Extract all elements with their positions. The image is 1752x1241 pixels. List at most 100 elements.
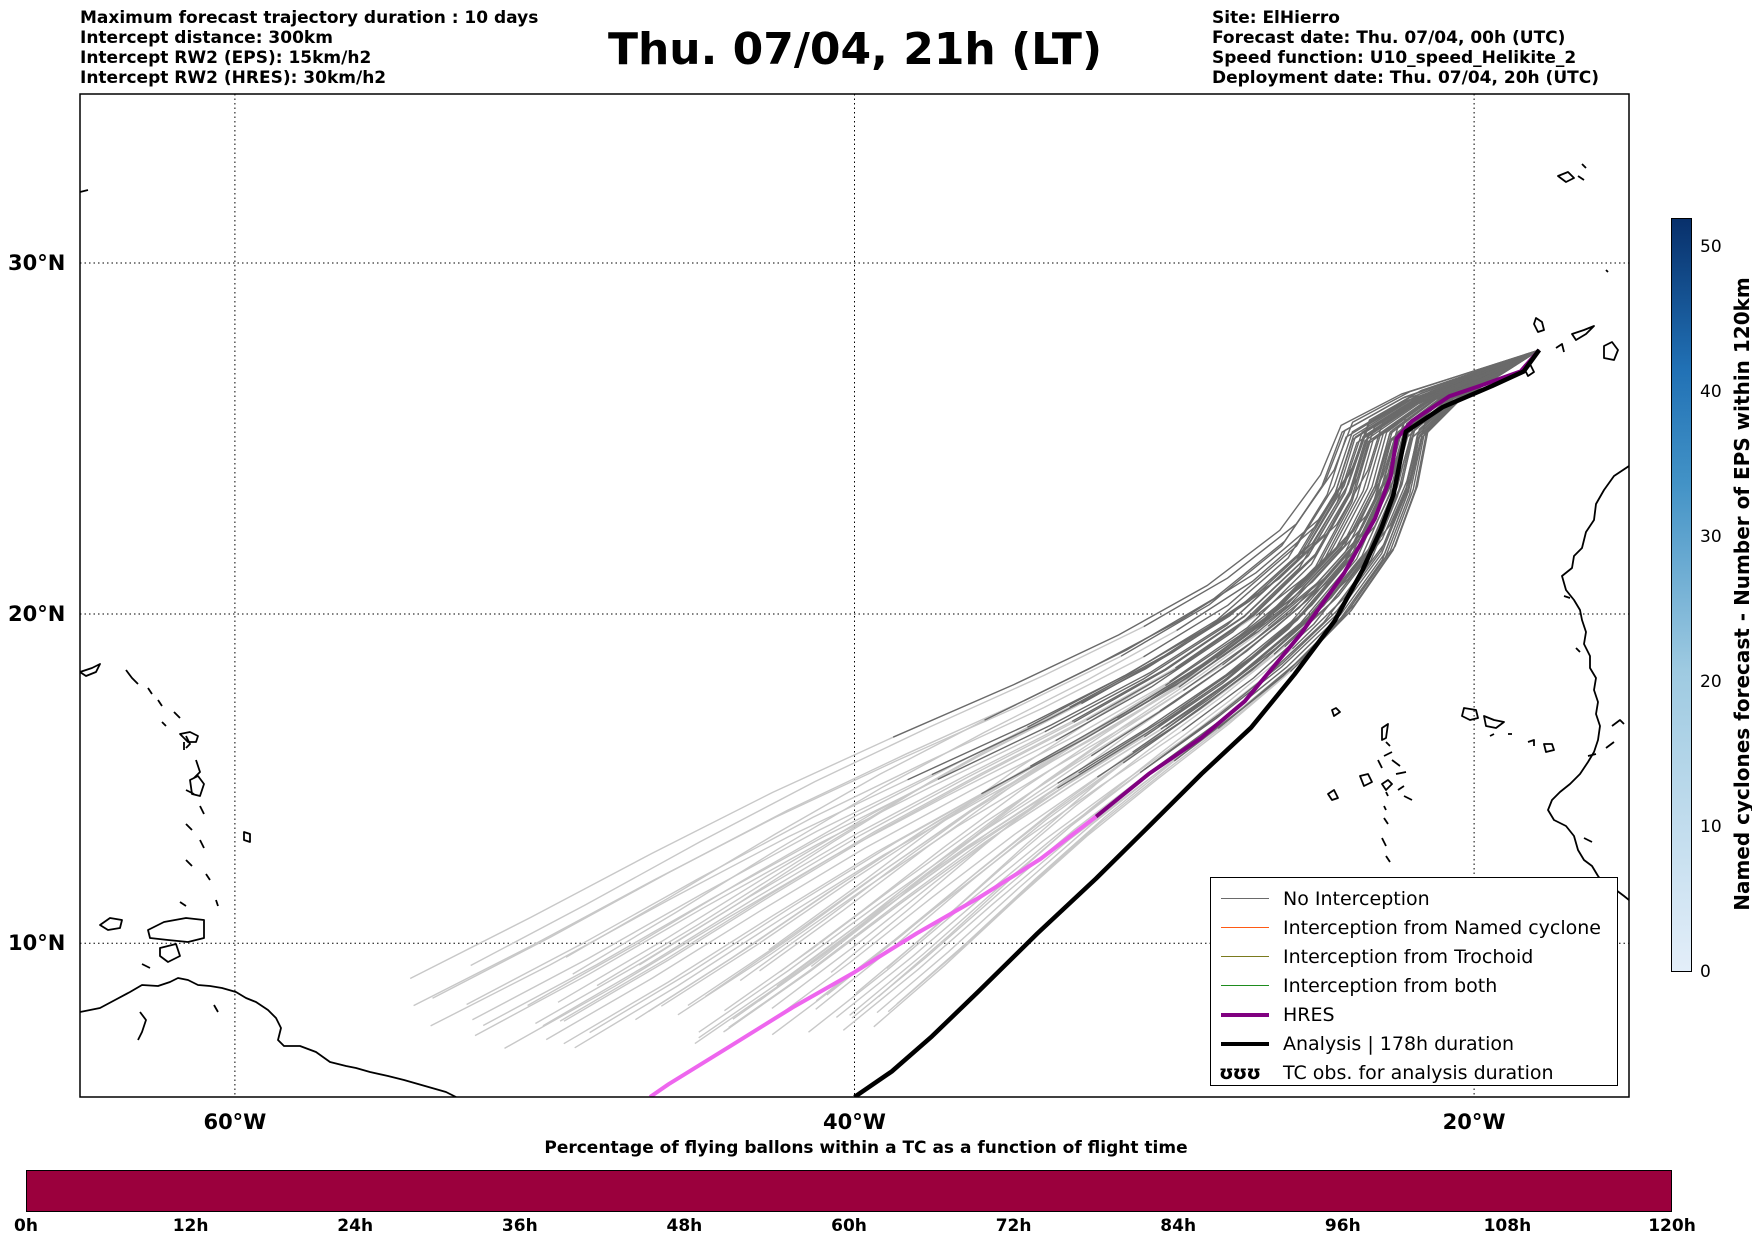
eps-track-segment bbox=[563, 793, 982, 1045]
legend-item-both: Interception from both bbox=[1211, 971, 1497, 1000]
eps-track-segment bbox=[815, 653, 1275, 1002]
africa-inlet bbox=[1563, 595, 1625, 843]
legend-label: Interception from Trochoid bbox=[1283, 945, 1534, 968]
eps-track-segment bbox=[698, 782, 1058, 1033]
legend-swatch bbox=[1221, 956, 1269, 957]
axis-tick-labels: 60°W 40°W 20°W 30°N 20°N 10°N bbox=[8, 251, 1506, 1134]
eps-track-segment bbox=[1143, 349, 1540, 658]
map-frame bbox=[79, 93, 1630, 1098]
island-chain bbox=[137, 963, 219, 1041]
caribbean-island bbox=[147, 917, 205, 943]
eps-track-segment bbox=[849, 768, 1146, 1016]
hres-track-late bbox=[648, 815, 1098, 1097]
lat-tick-label: 10°N bbox=[8, 931, 65, 955]
eps-track-segment bbox=[474, 731, 1046, 1037]
caribbean-island bbox=[189, 775, 205, 797]
legend-label: HRES bbox=[1283, 1003, 1335, 1026]
bottom-colorbar-tick: 96h bbox=[1324, 1216, 1361, 1236]
bottom-colorbar-tick: 12h bbox=[172, 1216, 209, 1236]
eps-track-segment bbox=[1173, 349, 1540, 762]
eps-track-segment bbox=[1120, 349, 1540, 657]
caribbean-island bbox=[80, 163, 1609, 273]
map-grid bbox=[80, 94, 1629, 1097]
eps-track-segment bbox=[766, 776, 1098, 1025]
legend-item-tc-obs: ʊʊʊ TC obs. for analysis duration bbox=[1211, 1058, 1554, 1087]
eps-track-segment bbox=[535, 720, 1073, 1025]
bottom-colorbar-tick: 24h bbox=[337, 1216, 374, 1236]
eps-track-segment bbox=[1132, 349, 1540, 753]
right-colorbar-tick: 50 bbox=[1700, 237, 1722, 257]
header-right-line: Site: ElHierro bbox=[1212, 8, 1340, 28]
eps-track-segment bbox=[1180, 349, 1540, 709]
legend-swatch bbox=[1221, 1041, 1269, 1046]
lat-tick-label: 30°N bbox=[8, 251, 65, 275]
eps-track-segment bbox=[563, 719, 1087, 1022]
tc-symbol-icon: ʊʊʊ bbox=[1219, 1061, 1261, 1084]
eps-track-segment bbox=[1090, 349, 1540, 757]
eps-track-segment bbox=[482, 778, 939, 1027]
legend-label: TC obs. for analysis duration bbox=[1283, 1061, 1554, 1084]
hres-track-early bbox=[1094, 348, 1541, 819]
header-left-line: Intercept RW2 (EPS): 15km/h2 bbox=[80, 48, 372, 68]
bottom-colorbar-tick: 84h bbox=[1160, 1216, 1197, 1236]
lon-tick-label: 40°W bbox=[823, 1110, 886, 1134]
hres-analysis-tracks bbox=[648, 348, 1542, 1097]
legend-label: Analysis | 178h duration bbox=[1283, 1032, 1515, 1055]
eps-track-segment bbox=[878, 648, 1293, 998]
right-colorbar-tick: 40 bbox=[1700, 382, 1722, 402]
header-right-line: Speed function: U10_speed_Helikite_2 bbox=[1212, 48, 1577, 68]
eps-track-segment bbox=[1071, 349, 1540, 723]
header-left: Maximum forecast trajectory duration : 1… bbox=[80, 8, 538, 88]
bottom-colorbar-tick: 108h bbox=[1483, 1216, 1532, 1236]
eps-track-segment bbox=[574, 686, 1180, 1049]
right-colorbar-label: Named cyclones forecast - Number of EPS … bbox=[1730, 277, 1752, 911]
eps-track-segment bbox=[931, 349, 1540, 776]
coastlines bbox=[80, 163, 1629, 1097]
eps-track-segment bbox=[698, 787, 1058, 1039]
legend-item-named-cyclone: Interception from Named cyclone bbox=[1211, 913, 1601, 942]
bottom-colorbar-tick: 72h bbox=[995, 1216, 1032, 1236]
cape-verde-island bbox=[1331, 707, 1341, 717]
eps-track-segment bbox=[887, 661, 1301, 1013]
eps-tracks-late bbox=[409, 615, 1301, 1050]
eps-track-segment bbox=[470, 625, 1145, 967]
eps-track-segment bbox=[542, 721, 1075, 1027]
eps-track-segment bbox=[472, 773, 933, 1021]
right-colorbar-tick: 0 bbox=[1700, 962, 1711, 982]
legend-swatch bbox=[1221, 898, 1269, 899]
legend-item-no-interception: No Interception bbox=[1211, 884, 1430, 913]
eps-track-segment bbox=[779, 679, 1189, 973]
eps-track-segment bbox=[1169, 349, 1540, 683]
lat-tick-label: 20°N bbox=[8, 602, 65, 626]
legend-label: Interception from Named cyclone bbox=[1283, 916, 1601, 939]
header-right-line: Deployment date: Thu. 07/04, 20h (UTC) bbox=[1212, 68, 1599, 88]
eps-track-segment bbox=[1055, 349, 1540, 742]
bottom-colorbar-tick: 60h bbox=[831, 1216, 867, 1236]
header-left-line: Intercept RW2 (HRES): 30km/h2 bbox=[80, 68, 387, 88]
eps-track-segment bbox=[758, 755, 1092, 1002]
header-right-line: Forecast date: Thu. 07/04, 00h (UTC) bbox=[1212, 28, 1566, 48]
legend-item-analysis: Analysis | 178h duration bbox=[1211, 1029, 1514, 1058]
caribbean-island bbox=[179, 731, 199, 743]
trinidad-island bbox=[159, 943, 181, 963]
header-left-line: Maximum forecast trajectory duration : 1… bbox=[80, 8, 539, 28]
bottom-colorbar-label: Percentage of flying ballons within a TC… bbox=[544, 1138, 1188, 1158]
cape-verde-island bbox=[1359, 773, 1373, 787]
lon-tick-label: 60°W bbox=[203, 1110, 266, 1134]
eps-track-segment bbox=[855, 646, 1286, 994]
eps-track-segment bbox=[565, 719, 985, 958]
legend-swatch bbox=[1221, 927, 1269, 928]
cape-verde-island bbox=[1327, 789, 1339, 801]
south-america-coast bbox=[80, 977, 457, 1097]
lon-tick-label: 20°W bbox=[1443, 1110, 1506, 1134]
legend-label: Interception from both bbox=[1283, 974, 1498, 997]
eps-track-segment bbox=[1165, 349, 1540, 687]
eps-track-segment bbox=[409, 736, 894, 980]
legend-label: No Interception bbox=[1283, 887, 1430, 910]
eps-track-segment bbox=[1165, 349, 1540, 730]
eps-track-segment bbox=[413, 655, 1122, 1007]
eps-track-segment bbox=[677, 664, 1223, 1016]
header-left-line: Intercept distance: 300km bbox=[80, 28, 333, 48]
right-colorbar bbox=[1671, 218, 1692, 972]
eps-track-segment bbox=[1299, 349, 1540, 663]
